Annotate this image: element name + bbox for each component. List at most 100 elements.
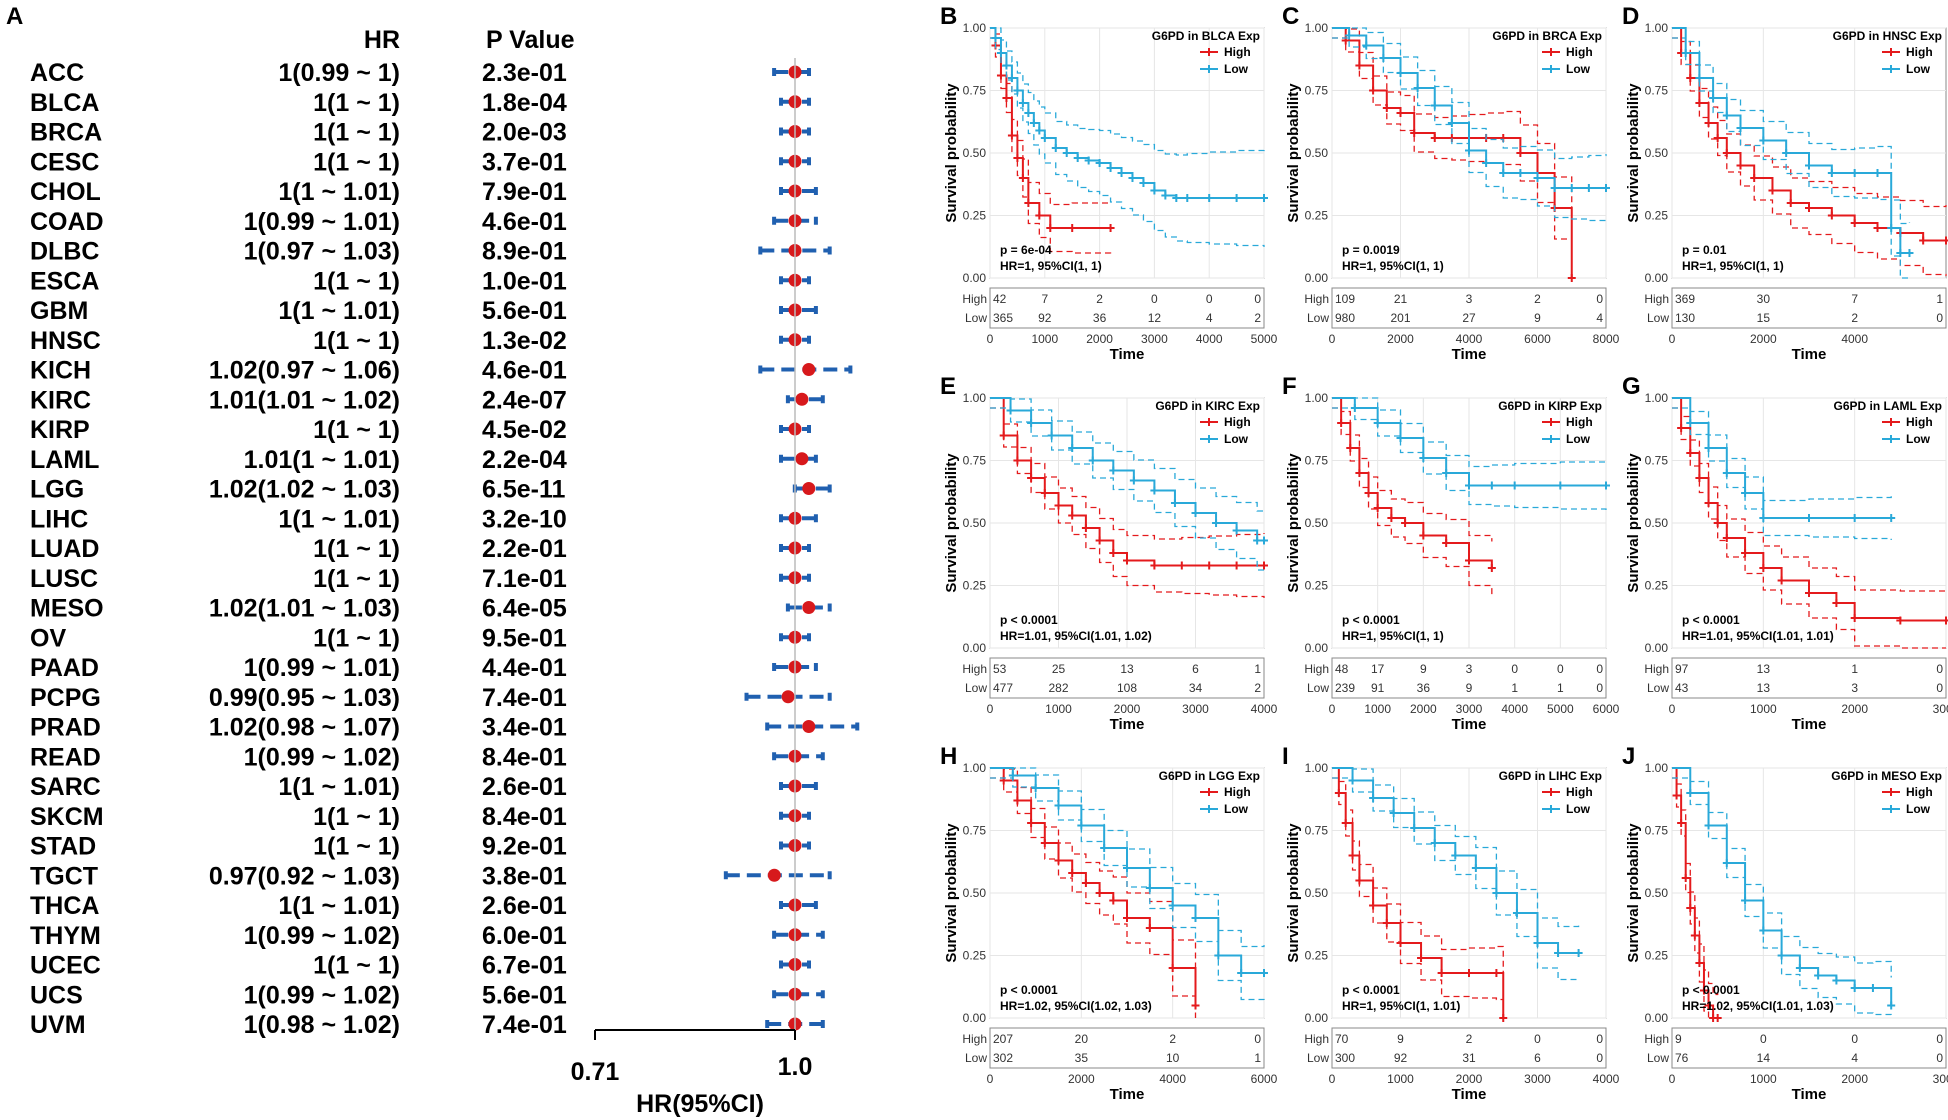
p-value: 2.4e-07 <box>482 386 567 414</box>
censor-mark <box>1741 549 1750 557</box>
censor-mark <box>1567 184 1576 192</box>
y-tick-label: 0.00 <box>1305 641 1329 655</box>
legend-marker <box>1205 418 1213 426</box>
censor-mark <box>1722 859 1731 867</box>
risk-count: 0 <box>1596 681 1603 695</box>
hr-value: 1.01(1 ~ 1.01) <box>244 446 400 474</box>
risk-count: 34 <box>1189 681 1203 695</box>
legend-label-high: High <box>1224 415 1251 429</box>
risk-count: 92 <box>1394 1051 1408 1065</box>
censor-mark <box>996 71 1005 80</box>
km-title: G6PD in BRCA Exp <box>1492 29 1602 43</box>
hr-value: 1(0.99 ~ 1.01) <box>244 654 400 682</box>
ci-lower-low <box>990 777 1265 1001</box>
censor-mark <box>1704 119 1713 127</box>
censor-mark <box>1260 536 1268 545</box>
risk-count: 13 <box>1120 662 1134 676</box>
censor-mark <box>1095 889 1104 897</box>
censor-mark <box>1736 161 1745 170</box>
censor-mark <box>999 431 1008 440</box>
risk-count: 0 <box>1254 292 1261 306</box>
p-value: 7.4e-01 <box>482 1011 567 1039</box>
hr-value: 0.97(0.92 ~ 1.03) <box>209 862 400 890</box>
censor-mark <box>1782 149 1791 157</box>
censor-mark <box>1191 914 1200 922</box>
hr-point <box>795 452 809 466</box>
hr-text: HR=1, 95%CI(1, 1) <box>1342 259 1444 273</box>
censor-mark <box>1442 469 1451 477</box>
censor-mark <box>1205 561 1214 570</box>
x-tick-label: 2000 <box>1841 702 1868 716</box>
risk-count: 201 <box>1390 311 1410 325</box>
cancer-label: STAD <box>30 833 96 861</box>
censor-mark <box>1117 169 1126 177</box>
y-tick-label: 0.00 <box>1645 641 1669 655</box>
x-tick-label: 3000 <box>1933 1072 1948 1086</box>
censor-mark <box>1364 489 1373 497</box>
cancer-label: LUAD <box>30 535 99 563</box>
p-value-text: p = 6e-04 <box>1000 243 1052 257</box>
censor-mark <box>1027 474 1036 482</box>
risk-group-label: High <box>962 292 987 306</box>
risk-table <box>989 657 1265 699</box>
censor-mark <box>1487 564 1496 572</box>
hr-point <box>802 601 816 614</box>
p-value: 4.6e-01 <box>482 208 567 236</box>
x-axis-title: Time <box>1792 1086 1827 1103</box>
forest-plot: A HR P Value ACC 1(0.99 ~ 1) 2.3e-01 BLCA 1(… <box>6 3 860 1118</box>
y-tick-label: 0.25 <box>1305 949 1329 963</box>
censor-mark <box>1100 844 1109 852</box>
y-tick-label: 0.75 <box>963 824 987 838</box>
ci-lower-high <box>1672 37 1947 276</box>
risk-group-label: Low <box>1307 1051 1329 1065</box>
ci-upper-low <box>990 397 1265 512</box>
censor-mark <box>1686 74 1695 82</box>
risk-count: 17 <box>1371 662 1385 676</box>
cancer-label: BLCA <box>30 89 99 117</box>
risk-count: 21 <box>1394 292 1408 306</box>
p-value: 5.6e-01 <box>482 981 567 1009</box>
y-tick-label: 1.00 <box>1645 21 1669 35</box>
cancer-label: COAD <box>30 208 104 236</box>
risk-count: 1 <box>1254 662 1261 676</box>
censor-mark <box>1109 466 1118 475</box>
hr-value: 1(1 ~ 1) <box>313 267 400 295</box>
censor-mark <box>1191 1001 1200 1010</box>
x-tick-label: 2000 <box>1068 1072 1095 1086</box>
risk-count: 9 <box>1466 681 1473 695</box>
censor-mark <box>1177 561 1186 570</box>
risk-table <box>1671 657 1947 699</box>
p-value: 6.7e-01 <box>482 952 567 980</box>
censor-mark <box>1686 789 1695 797</box>
censor-mark <box>1533 174 1542 182</box>
hr-value: 1(1 ~ 1) <box>313 535 400 563</box>
censor-mark <box>1413 84 1422 92</box>
hr-value: 1(0.99 ~ 1) <box>278 59 400 87</box>
hr-value: 1(1 ~ 1) <box>313 148 400 176</box>
hr-point <box>802 720 816 733</box>
y-tick-label: 0.50 <box>1645 516 1669 530</box>
ci-upper-high <box>1332 27 1573 246</box>
censor-mark <box>1827 211 1836 220</box>
censor-mark <box>1007 131 1016 140</box>
censor-mark <box>1896 616 1905 625</box>
censor-mark <box>1040 489 1049 497</box>
censor-mark <box>1677 819 1686 827</box>
panel-letter: F <box>1282 373 1297 400</box>
risk-group-label: High <box>962 662 987 676</box>
legend-marker <box>1205 435 1213 443</box>
y-tick-label: 0.75 <box>963 84 987 98</box>
censor-mark <box>1027 419 1036 427</box>
hr-value: 1(1 ~ 1) <box>313 89 400 117</box>
censor-mark <box>1172 194 1181 202</box>
y-tick-label: 0.75 <box>1305 824 1329 838</box>
km-title: G6PD in MESO Exp <box>1831 769 1942 783</box>
cancer-label: LUSC <box>30 565 98 593</box>
p-value: 3.4e-01 <box>482 714 567 742</box>
y-axis-title: Survival probability <box>943 823 960 963</box>
censor-mark <box>1035 126 1044 135</box>
censor-mark <box>1054 856 1063 865</box>
km-curve-high <box>1332 767 1505 1018</box>
y-tick-label: 0.25 <box>1305 209 1329 223</box>
y-tick-label: 0.50 <box>963 146 987 160</box>
